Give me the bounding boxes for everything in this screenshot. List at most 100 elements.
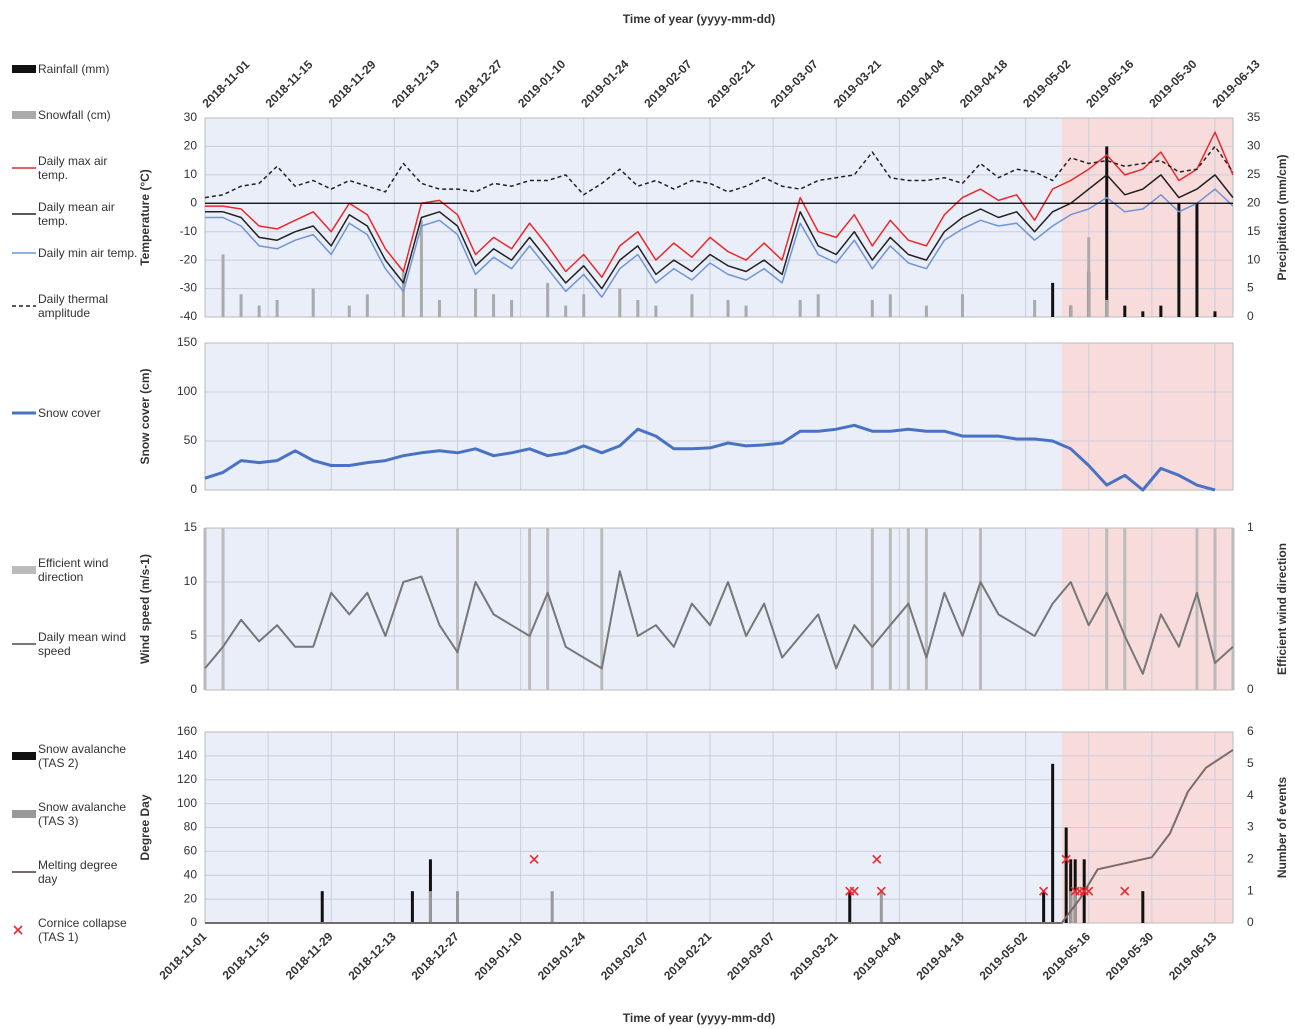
bar xyxy=(1231,528,1235,690)
marker xyxy=(1061,854,1071,864)
y-tick-label: 0 xyxy=(190,682,197,696)
marker xyxy=(1084,886,1094,896)
y-tick-label: 40 xyxy=(184,867,198,881)
marker xyxy=(849,886,859,896)
bar xyxy=(1087,237,1091,317)
bar xyxy=(924,528,928,690)
x-tick-label: 2018-11-01 xyxy=(199,57,252,110)
y-tick-label: 10 xyxy=(184,574,198,588)
legend-swatch xyxy=(12,752,36,760)
bar xyxy=(888,294,892,317)
x-tick-label: 2019-05-02 xyxy=(977,929,1031,983)
swatch xyxy=(12,752,36,760)
marker xyxy=(1120,886,1130,896)
bar xyxy=(1069,859,1073,923)
y2-tick-label: 0 xyxy=(1247,915,1254,929)
bar xyxy=(550,891,554,923)
y-tick-label: 100 xyxy=(177,796,197,810)
series-line xyxy=(204,570,1234,675)
y2-axis-title: Precipitation (mm/cm) xyxy=(1275,154,1289,280)
legend-item: Snow cover xyxy=(10,406,138,420)
bar xyxy=(1042,891,1046,923)
x-axis-title: Time of year (yyyy-mm-dd) xyxy=(623,12,776,26)
plot-frame xyxy=(204,342,1234,491)
x-tick-label: 2019-03-21 xyxy=(831,57,885,111)
legend-swatch xyxy=(12,871,36,873)
x-tick-label: 2019-01-24 xyxy=(535,929,589,983)
bar xyxy=(275,299,279,317)
bar xyxy=(582,294,586,317)
x-tick-label: 2019-06-13 xyxy=(1209,57,1263,111)
bar xyxy=(401,271,405,317)
bar xyxy=(492,294,496,317)
legend-label: Snowfall (cm) xyxy=(38,108,111,122)
y2-tick-label: 6 xyxy=(1247,724,1254,738)
legend-label: Daily mean wind speed xyxy=(38,630,127,658)
bar xyxy=(618,288,622,317)
series-line xyxy=(204,423,1216,492)
y2-tick-label: 15 xyxy=(1247,224,1261,238)
y2-tick-label: 10 xyxy=(1247,252,1261,266)
legend-swatch xyxy=(12,643,36,645)
legend-label: Snow cover xyxy=(38,406,101,420)
y2-tick-label: 20 xyxy=(1247,195,1261,209)
y-tick-label: 10 xyxy=(184,167,198,181)
y2-axis-title: Number of events xyxy=(1275,776,1289,878)
bar xyxy=(1064,827,1068,923)
x-tick-label: 2019-05-30 xyxy=(1146,57,1200,111)
legend-label: Efficient wind direction xyxy=(38,556,109,584)
y-tick-label: -10 xyxy=(180,224,198,238)
swatch xyxy=(12,111,36,119)
y2-tick-label: 1 xyxy=(1247,520,1254,534)
bar xyxy=(1141,891,1145,923)
series-line xyxy=(205,174,1234,290)
x-axis-title: Time of year (yyyy-mm-dd) xyxy=(623,1011,776,1025)
x-tick-label: 2019-02-21 xyxy=(661,929,715,983)
marker xyxy=(872,854,882,864)
bar xyxy=(600,528,604,690)
x-tick-label: 2019-04-18 xyxy=(957,57,1011,111)
bar xyxy=(1213,311,1217,317)
x-tick-label: 2019-06-13 xyxy=(1166,929,1220,983)
bar xyxy=(510,299,514,317)
x-tick-label: 2019-03-07 xyxy=(768,57,822,111)
bar xyxy=(1051,763,1055,923)
bar xyxy=(870,299,874,317)
bar xyxy=(960,294,964,317)
marker xyxy=(1039,886,1049,896)
x-tick-label: 2018-12-13 xyxy=(389,57,443,111)
y2-tick-label: 25 xyxy=(1247,167,1261,181)
y-tick-label: 30 xyxy=(184,110,198,124)
bar xyxy=(1195,203,1199,317)
y-tick-label: -30 xyxy=(180,281,198,295)
legend-label: Cornice collapse (TAS 1) xyxy=(38,916,127,944)
legend-item: Cornice collapse (TAS 1) xyxy=(10,916,138,944)
bar xyxy=(455,891,459,923)
legend-swatch xyxy=(12,65,36,73)
bar xyxy=(428,891,432,923)
bar xyxy=(1141,311,1145,317)
y-axis-title: Degree Day xyxy=(138,794,152,860)
y2-tick-label: 5 xyxy=(1247,281,1254,295)
bar xyxy=(428,859,432,923)
x-tick-label: 2019-02-21 xyxy=(704,57,758,111)
legend-swatch xyxy=(12,305,36,307)
bar xyxy=(221,254,225,317)
x-tick-label: 2018-12-27 xyxy=(452,57,506,111)
bar xyxy=(798,299,802,317)
legend-item: Efficient wind direction xyxy=(10,556,138,584)
bar xyxy=(848,891,852,923)
x-tick-label: 2018-11-15 xyxy=(220,929,273,982)
legend-item: Daily min air temp. xyxy=(10,246,138,260)
legend-swatch xyxy=(13,925,23,935)
y2-tick-label: 0 xyxy=(1247,682,1254,696)
bar xyxy=(690,294,694,317)
x-tick-label: 2018-11-29 xyxy=(283,929,336,982)
swatch xyxy=(12,566,36,574)
x-tick-label: 2018-12-27 xyxy=(409,929,463,983)
y-tick-label: 60 xyxy=(184,844,198,858)
legend-swatch xyxy=(12,810,36,818)
bar xyxy=(979,528,983,690)
bar xyxy=(546,528,550,690)
